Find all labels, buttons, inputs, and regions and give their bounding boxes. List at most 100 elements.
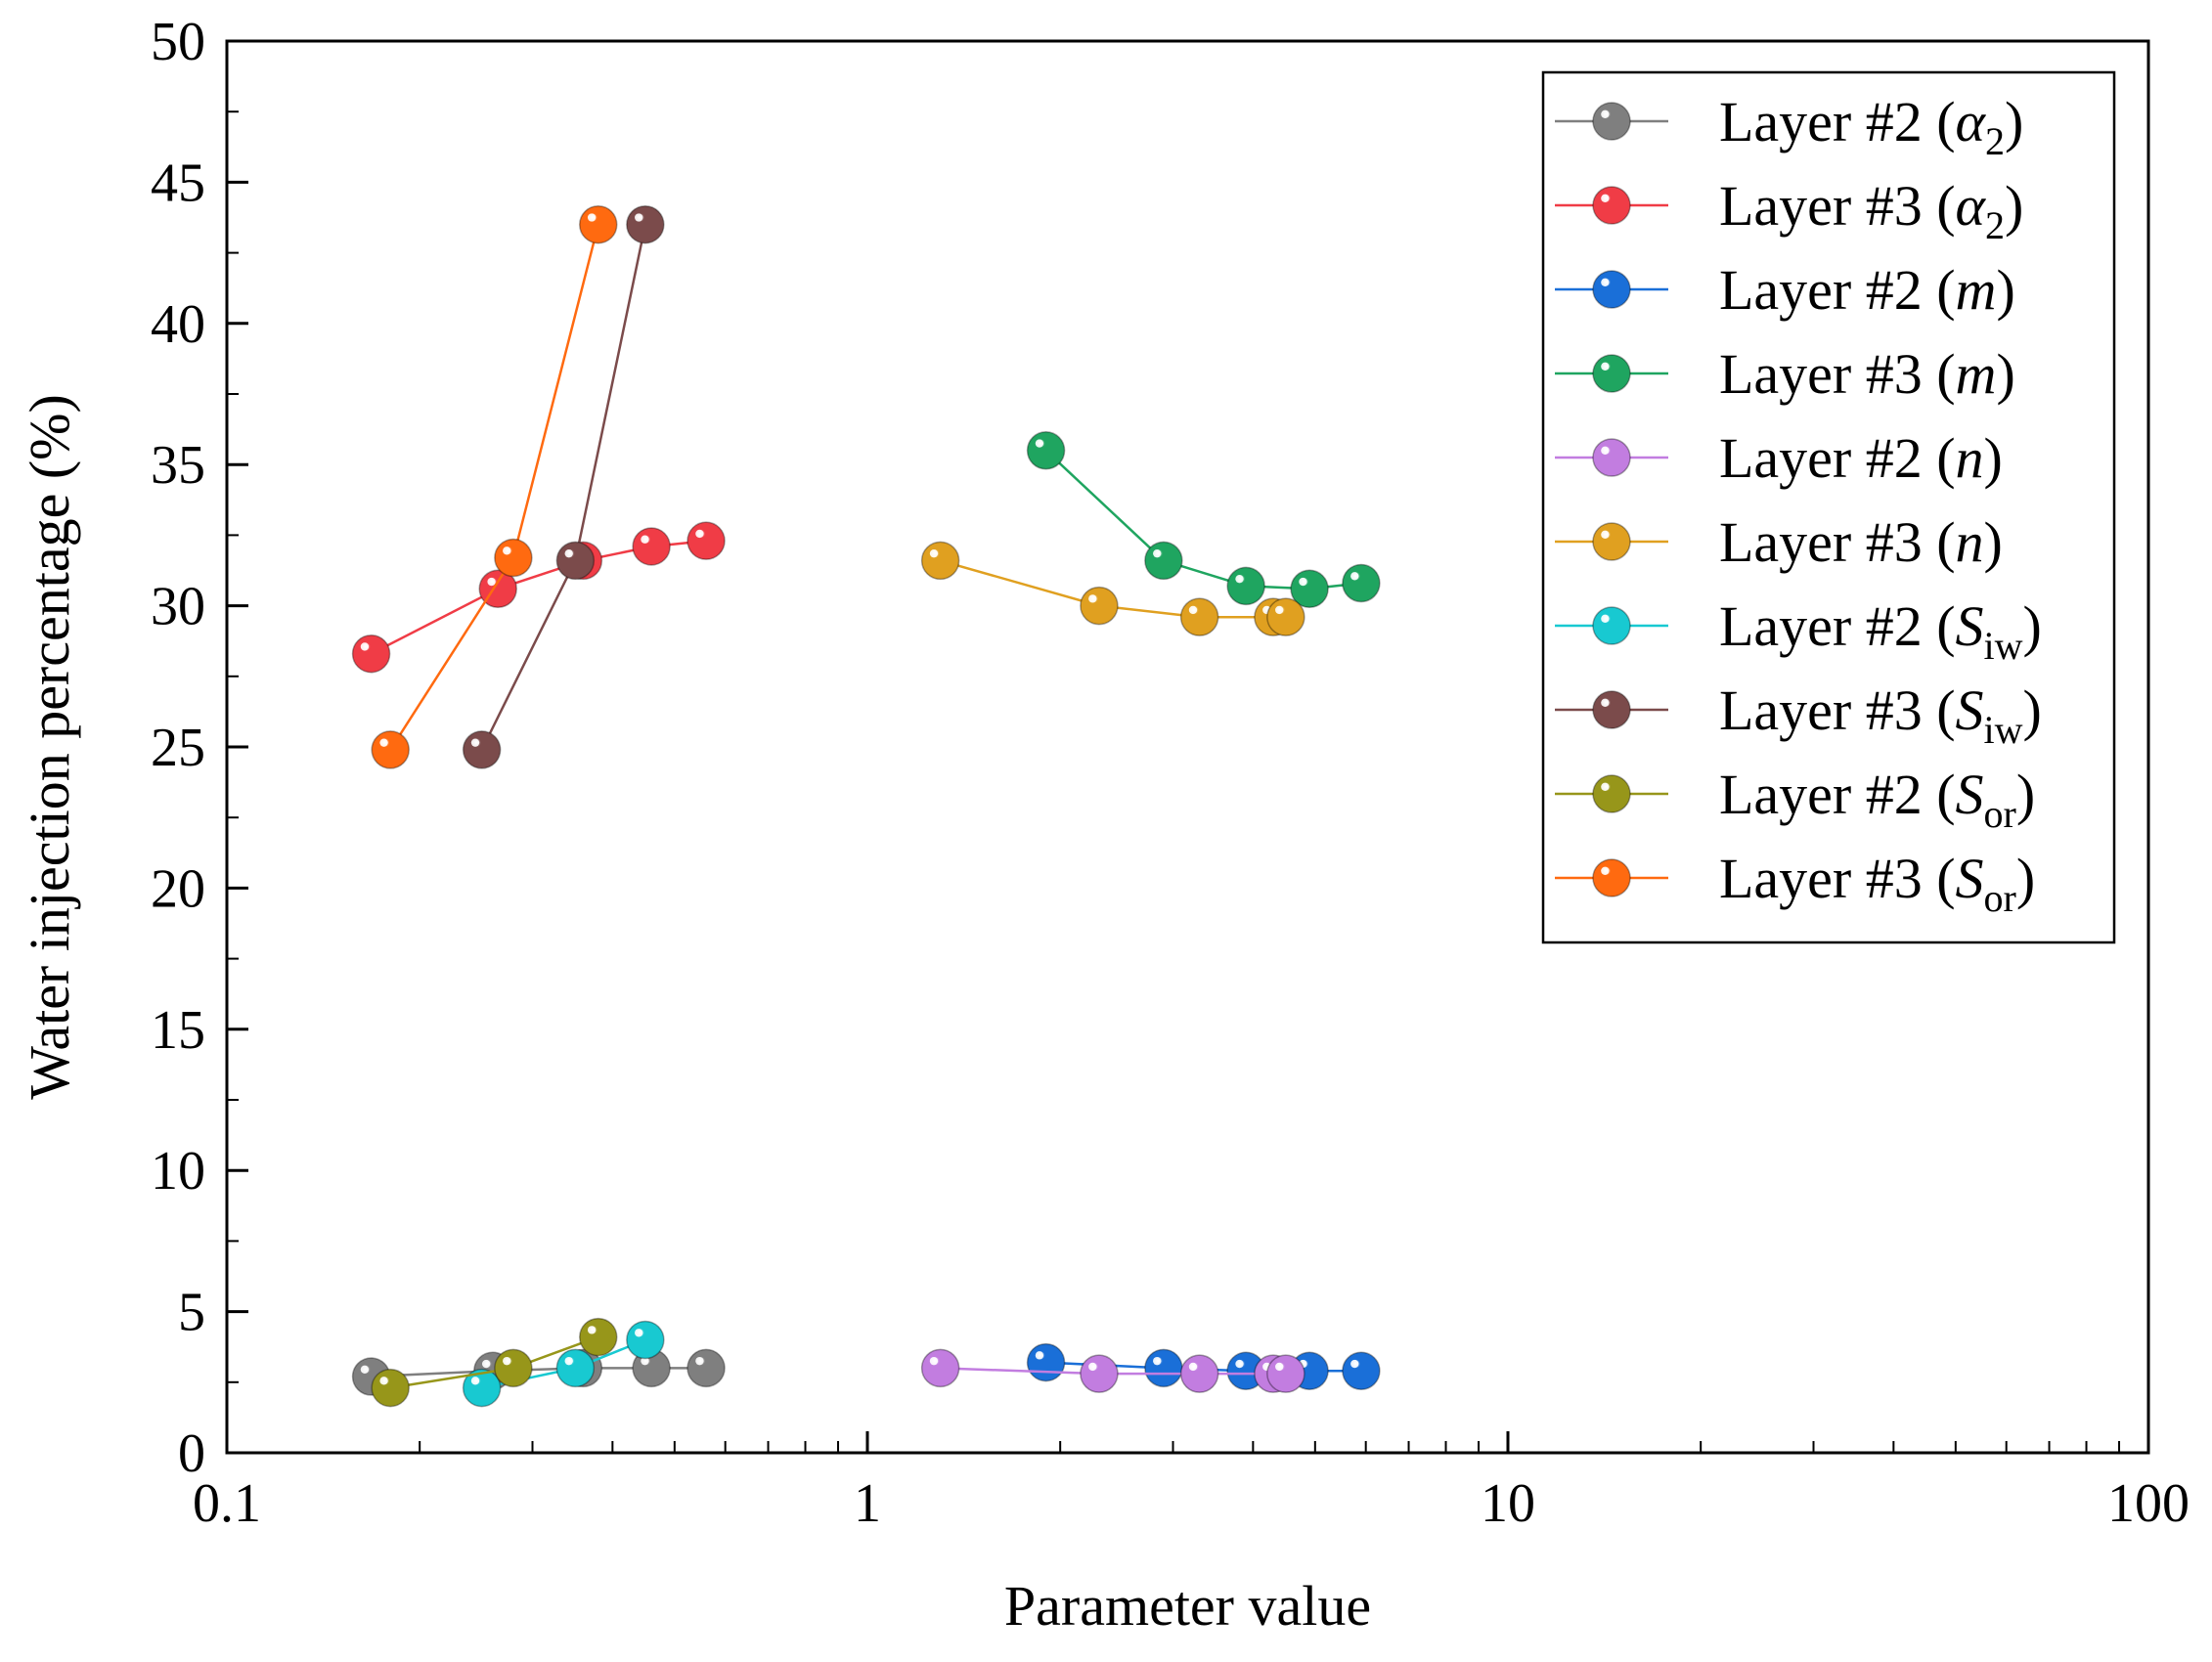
marker-ball — [1026, 1342, 1066, 1382]
marker-highlight — [1601, 446, 1610, 455]
marker-ball — [351, 634, 391, 674]
marker-ball — [1266, 1354, 1305, 1393]
series — [351, 521, 726, 674]
marker-highlight — [470, 1377, 480, 1385]
data-point — [371, 1368, 410, 1408]
marker-ball — [1080, 1354, 1119, 1393]
marker-highlight — [1601, 782, 1610, 791]
data-point — [1592, 102, 1631, 141]
marker-highlight — [1035, 1351, 1044, 1360]
marker-highlight — [1088, 594, 1097, 603]
data-point — [920, 1348, 960, 1388]
marker-ball — [1592, 438, 1631, 477]
data-point — [632, 1348, 671, 1388]
data-point — [1592, 438, 1631, 477]
marker-highlight — [1299, 577, 1307, 587]
data-point — [1266, 1354, 1305, 1393]
data-point — [626, 204, 665, 244]
data-point — [1226, 566, 1265, 606]
data-point — [1080, 1354, 1119, 1393]
legend-item: Layer #2 (α2) — [1555, 90, 2023, 163]
legend-label: Layer #3 (Siw) — [1719, 678, 2042, 752]
series — [920, 541, 1305, 636]
series-line — [1044, 449, 1362, 590]
marker-highlight — [487, 577, 496, 587]
data-point — [555, 1348, 596, 1388]
marker-highlight — [1601, 109, 1610, 118]
marker-highlight — [1235, 574, 1244, 584]
marker-highlight — [360, 642, 370, 651]
marker-ball — [1179, 1354, 1219, 1393]
marker-ball — [1592, 102, 1631, 141]
marker-highlight — [641, 1356, 649, 1366]
legend-item: Layer #3 (Siw) — [1555, 678, 2042, 752]
marker-highlight — [635, 1329, 643, 1337]
marker-ball — [626, 1320, 665, 1360]
data-point — [579, 1317, 618, 1357]
data-point — [555, 541, 596, 581]
marker-highlight — [503, 547, 511, 555]
x-tick-label: 100 — [2107, 1473, 2190, 1534]
marker-ball — [555, 541, 596, 581]
series — [920, 1348, 1305, 1393]
marker-ball — [1226, 566, 1265, 606]
y-tick-label: 0 — [178, 1423, 205, 1484]
marker-ball — [626, 204, 665, 244]
y-tick-label: 40 — [151, 294, 205, 355]
y-tick-label: 5 — [178, 1283, 205, 1343]
marker-highlight — [481, 1359, 491, 1369]
series — [462, 1320, 665, 1408]
series-line — [389, 224, 600, 751]
data-point — [1592, 270, 1631, 309]
marker-highlight — [564, 548, 573, 558]
marker-highlight — [1088, 1362, 1097, 1372]
marker-highlight — [1601, 530, 1610, 539]
marker-ball — [371, 1368, 410, 1408]
series — [462, 204, 665, 769]
y-tick-label: 20 — [151, 858, 205, 919]
y-tick-label: 25 — [151, 718, 205, 778]
marker-ball — [1144, 1348, 1183, 1388]
legend-label: Layer #3 (m) — [1719, 342, 2015, 406]
marker-highlight — [587, 1326, 597, 1334]
legend-item: Layer #3 (n) — [1555, 510, 2003, 574]
marker-ball — [579, 1317, 618, 1357]
marker-highlight — [1601, 866, 1610, 875]
marker-highlight — [695, 1356, 704, 1366]
data-point — [1144, 541, 1183, 581]
marker-ball — [920, 541, 960, 581]
data-point — [494, 538, 533, 578]
legend-label: Layer #2 (n) — [1719, 426, 2003, 490]
marker-ball — [1342, 563, 1381, 603]
marker-ball — [579, 204, 618, 244]
legend-item: Layer #2 (n) — [1555, 426, 2003, 490]
series — [1026, 431, 1381, 609]
legend-item: Layer #3 (Sor) — [1555, 847, 2035, 920]
legend-label: Layer #3 (α2) — [1719, 174, 2023, 247]
data-point — [1290, 569, 1329, 609]
marker-ball — [686, 1348, 726, 1388]
data-point — [1342, 1351, 1381, 1390]
marker-ball — [1080, 586, 1119, 626]
legend-item: Layer #2 (Siw) — [1555, 594, 2042, 668]
marker-ball — [1592, 774, 1631, 813]
y-tick-label: 50 — [151, 12, 205, 72]
data-point — [579, 204, 618, 244]
y-tick-label: 15 — [151, 1000, 205, 1061]
y-tick-label: 10 — [151, 1141, 205, 1202]
marker-highlight — [1601, 698, 1610, 707]
y-axis: 0 5 10 15 20 25 30 35 40 45 50 — [151, 12, 248, 1484]
x-tick-label: 10 — [1481, 1473, 1535, 1534]
data-point — [1592, 354, 1631, 393]
data-point — [1592, 774, 1631, 813]
marker-highlight — [1275, 1362, 1284, 1372]
marker-ball — [494, 1348, 533, 1388]
data-point — [371, 730, 410, 769]
data-point — [1080, 586, 1119, 626]
marker-highlight — [1350, 1359, 1359, 1369]
data-point — [626, 1320, 665, 1360]
marker-ball — [1592, 354, 1631, 393]
legend-item: Layer #2 (Sor) — [1555, 763, 2035, 836]
marker-ball — [555, 1348, 596, 1388]
